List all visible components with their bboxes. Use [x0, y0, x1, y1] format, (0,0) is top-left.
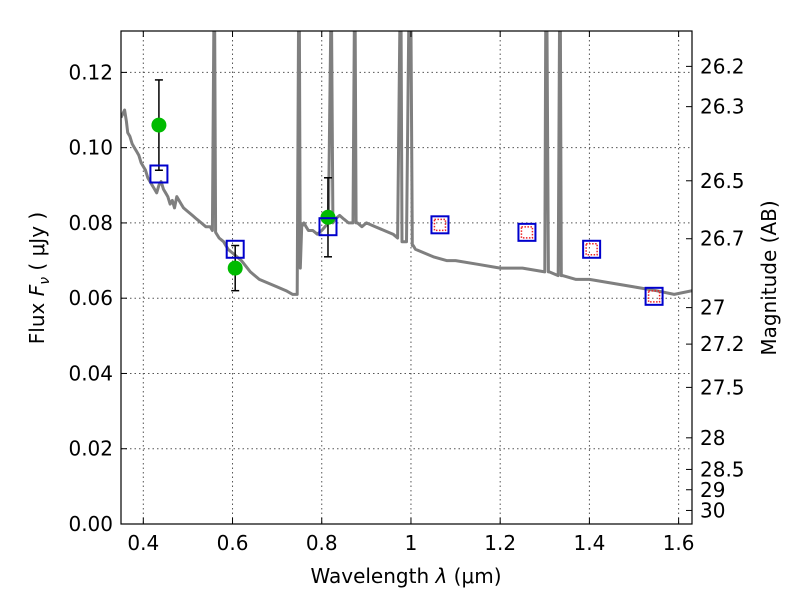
y-tick-label: 0.00 — [68, 512, 113, 536]
y-tick-label: 0.04 — [68, 361, 113, 385]
y2-tick-label: 27 — [700, 296, 725, 320]
x-axis: 0.4 0.6 0.8 1 1.2 1.4 1.6 — [127, 31, 695, 555]
model-flux-square — [430, 215, 450, 235]
y-tick-label: 0.10 — [68, 136, 113, 160]
predicted-flux-square — [520, 226, 534, 239]
y2-tick-label: 27.2 — [700, 332, 745, 356]
model-flux-square — [149, 164, 169, 184]
y2-tick-label: 28.5 — [700, 457, 745, 481]
model-flux-square — [318, 217, 338, 237]
x-axis-label: Wavelength λ (μm) — [310, 564, 501, 588]
y2-axis-label: Magnitude (AB) — [757, 200, 781, 355]
model-flux-square — [644, 286, 664, 306]
model-flux-square — [517, 222, 537, 242]
y2-tick-label: 29 — [700, 478, 725, 502]
y2-tick-label: 26.5 — [700, 169, 745, 193]
plot-area — [121, 31, 692, 306]
x-tick-label: 0.4 — [127, 531, 159, 555]
y-tick-label: 0.02 — [68, 437, 113, 461]
observed-flux-point — [227, 260, 243, 276]
predicted-flux-square — [585, 243, 598, 256]
y2-tick-label: 26.2 — [700, 54, 745, 78]
observed-flux-point — [151, 117, 167, 133]
x-tick-label: 1.6 — [663, 531, 695, 555]
predicted-flux-square — [647, 290, 661, 303]
x-tick-label: 1 — [405, 531, 418, 555]
y2-tick-label: 28 — [700, 426, 725, 450]
y2-tick-label: 26.7 — [700, 227, 745, 251]
x-tick-label: 1.2 — [484, 531, 516, 555]
x-tick-label: 1.4 — [573, 531, 605, 555]
x-tick-label: 0.8 — [306, 531, 338, 555]
y-tick-label: 0.06 — [68, 286, 113, 310]
model-flux-square — [225, 239, 245, 259]
model-flux-square — [582, 239, 602, 259]
y-axis: 0.00 0.02 0.04 0.06 0.08 0.10 0.12 — [68, 60, 127, 536]
y-tick-label: 0.12 — [68, 60, 113, 84]
y2-tick-label: 30 — [700, 498, 725, 522]
model-spectrum-line — [121, 31, 692, 296]
x-tick-label: 0.6 — [217, 531, 249, 555]
plot-frame — [120, 30, 693, 525]
predicted-flux-square — [433, 218, 447, 232]
y2-tick-label: 26.3 — [700, 95, 745, 119]
y-axis-label: Flux Fν ( μJy ) — [25, 212, 53, 344]
y2-tick-label: 27.5 — [700, 375, 745, 399]
y-tick-label: 0.08 — [68, 211, 113, 235]
